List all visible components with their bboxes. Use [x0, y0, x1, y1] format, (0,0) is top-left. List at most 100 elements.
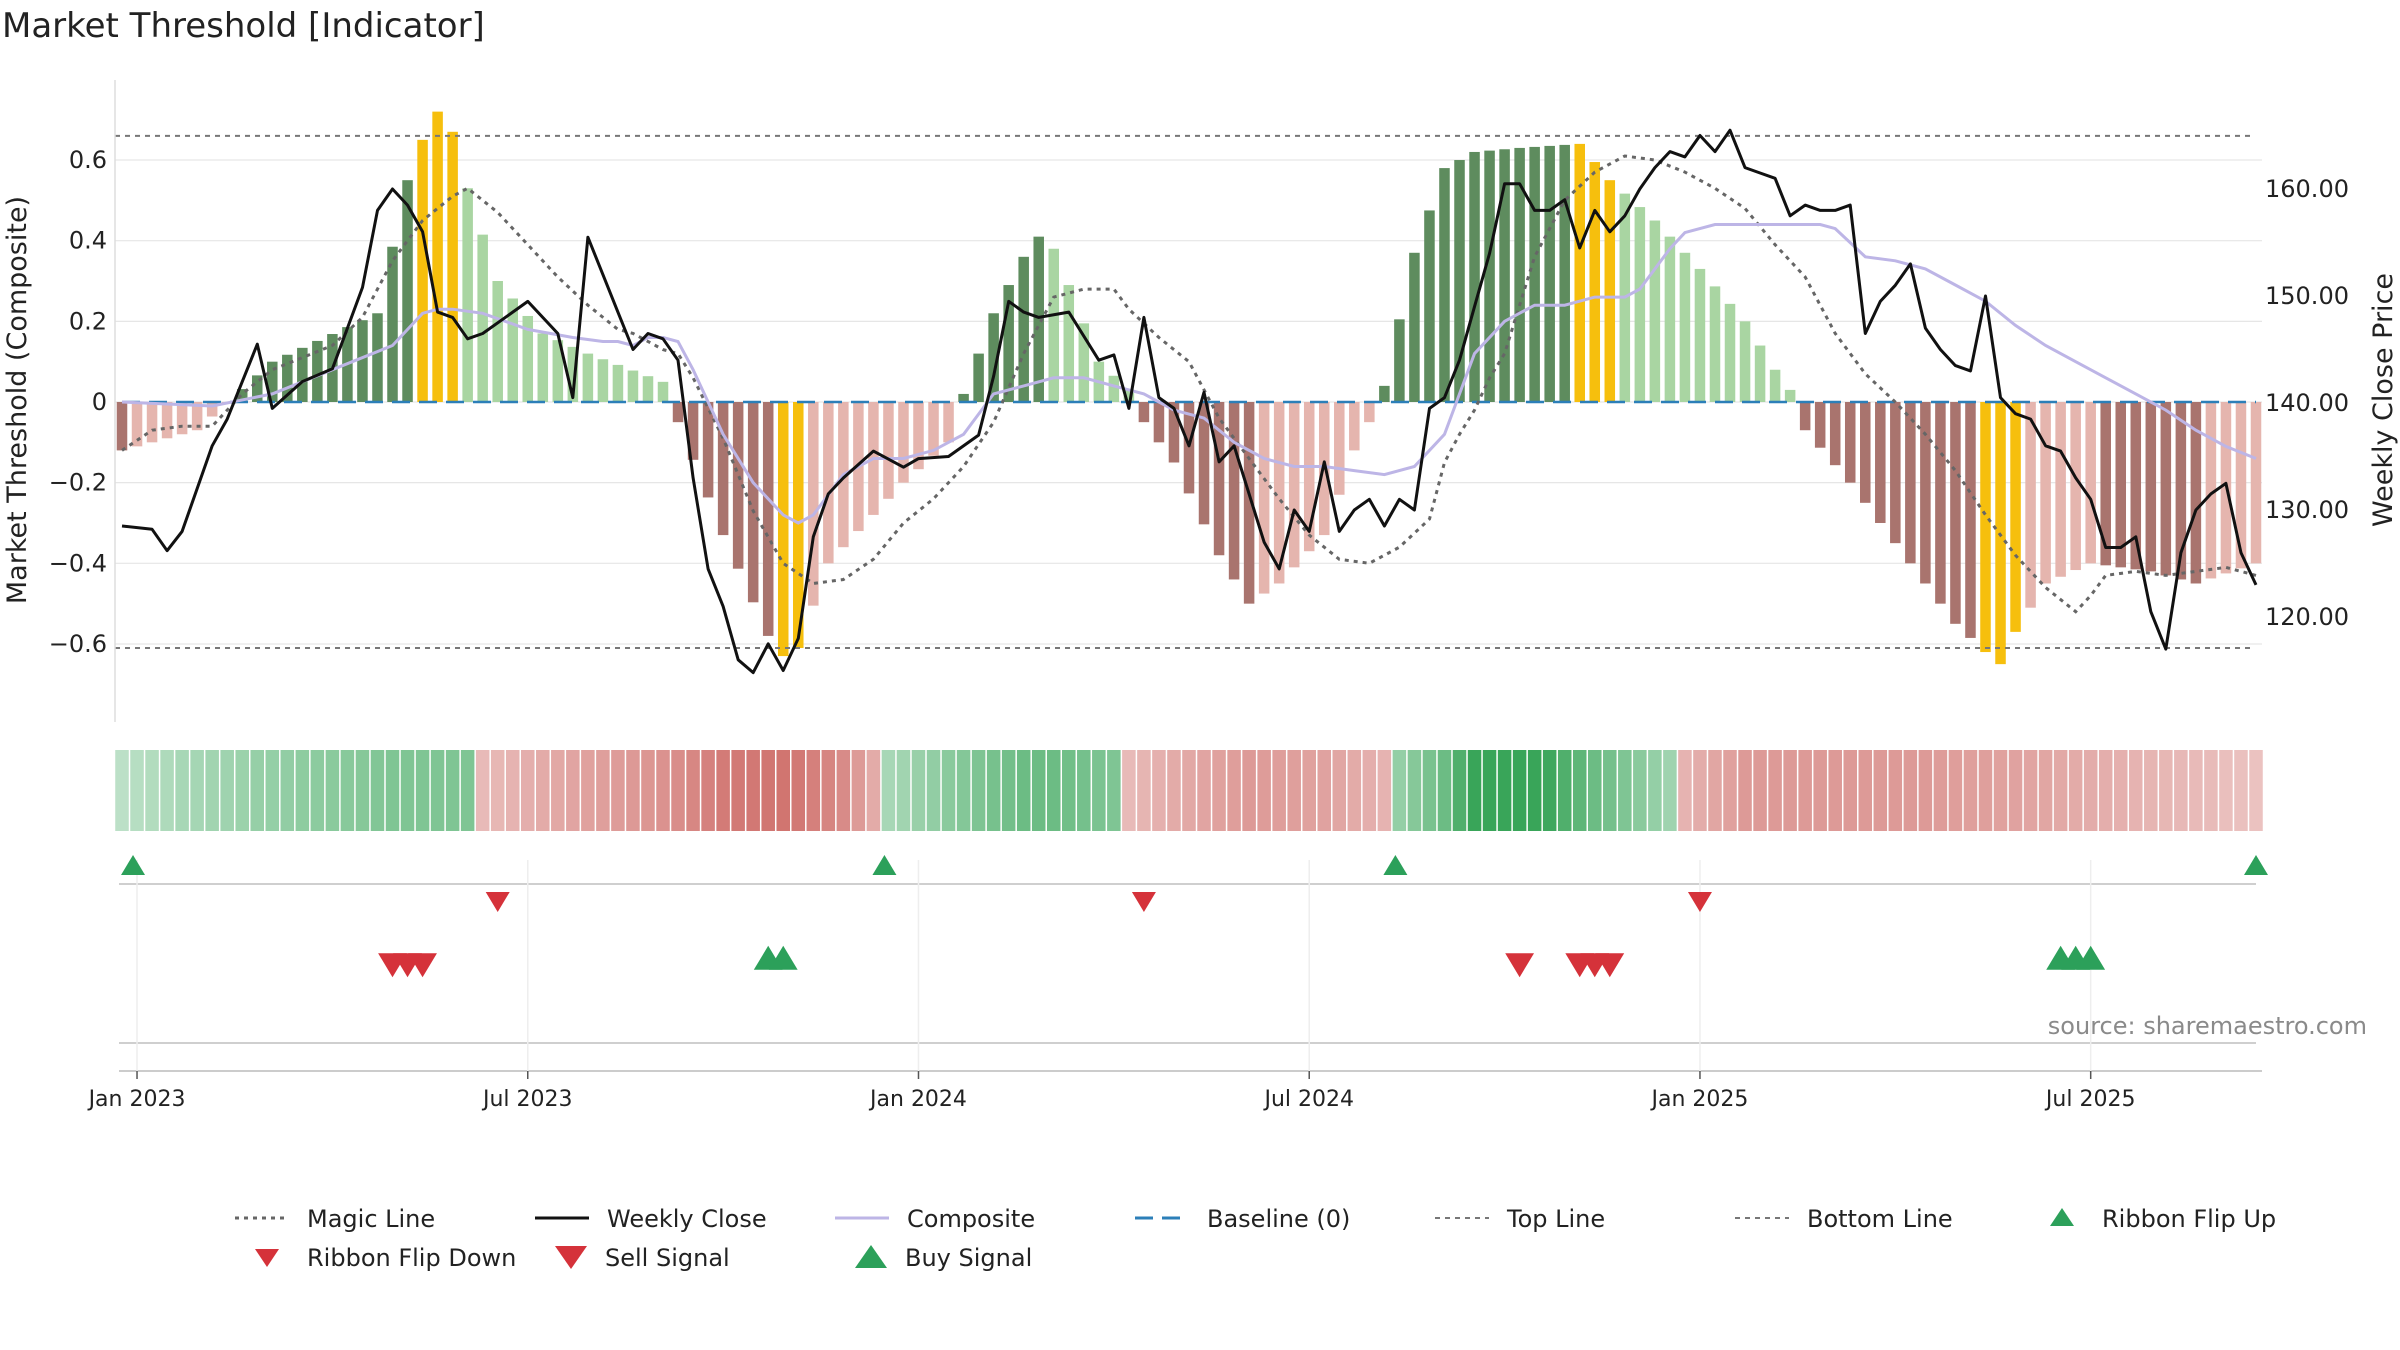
legend-swatch-ribbon-flip-down: [255, 1249, 279, 1267]
composite-bar: [687, 402, 699, 460]
ribbon-cell: [2113, 750, 2128, 831]
y-tick-label: 0: [92, 388, 107, 416]
legend-label: Buy Signal: [905, 1244, 1032, 1272]
ribbon-cell: [1182, 750, 1196, 831]
ribbon-cell: [385, 750, 400, 831]
composite-bar: [1604, 180, 1616, 402]
composite-bar: [2205, 402, 2217, 579]
ribbon-cell: [1422, 750, 1437, 831]
ribbon-cell: [325, 750, 340, 831]
composite-bar: [1709, 286, 1721, 402]
composite-bar: [1018, 256, 1029, 402]
composite-bar: [1198, 402, 1210, 525]
ribbon-cell: [505, 750, 520, 831]
composite-bar: [297, 347, 308, 402]
composite-bar: [447, 131, 458, 402]
legend-label: Sell Signal: [605, 1244, 730, 1272]
composite-bar: [597, 359, 609, 402]
ribbon-cell: [536, 750, 550, 831]
ribbon-cell: [1452, 750, 1467, 831]
ribbon-cell: [310, 750, 325, 831]
composite-bar: [477, 234, 488, 402]
composite-bar: [657, 381, 669, 402]
ribbon-cell: [941, 750, 956, 831]
composite-bar: [206, 402, 218, 417]
legend-item: Sell Signal: [555, 1244, 730, 1272]
ribbon-flip-down-marker: [1687, 892, 1712, 912]
ribbon-cell: [1843, 750, 1858, 831]
ribbon-cell: [1512, 750, 1527, 831]
composite-bar: [1844, 402, 1856, 483]
ribbon-cell: [340, 750, 355, 831]
ribbon-cell: [1888, 750, 1903, 831]
composite-bar: [402, 180, 413, 402]
composite-bar: [1965, 402, 1976, 638]
composite-bar: [1920, 402, 1931, 584]
buy-signal-marker: [2076, 945, 2106, 970]
composite-bar: [1860, 402, 1871, 503]
ribbon-cell: [566, 750, 580, 831]
legend-label: Composite: [907, 1205, 1035, 1233]
ribbon-cell: [836, 750, 851, 831]
composite-bar: [1769, 369, 1781, 402]
ribbon-cell: [611, 750, 625, 831]
composite-bar: [507, 298, 518, 402]
composite-bar: [1499, 149, 1510, 402]
ribbon-cell: [1302, 750, 1316, 831]
ribbon-cell: [656, 750, 670, 831]
legend-item: Top Line: [1435, 1205, 1605, 1233]
sell-signal-marker: [1595, 953, 1625, 978]
ribbon-cell: [250, 750, 265, 831]
composite-bar: [1694, 268, 1706, 402]
composite-bar: [1454, 160, 1465, 402]
composite-bar: [417, 139, 428, 403]
ribbon-cell: [1016, 750, 1031, 831]
ribbon-cell: [1077, 750, 1091, 831]
ribbon-cell: [2053, 750, 2068, 831]
ribbon-cell: [956, 750, 971, 831]
composite-bar: [1980, 402, 1991, 653]
ribbon-cell: [1798, 750, 1812, 831]
ribbon-cell: [2189, 750, 2203, 831]
x-tick-label: Jan 2023: [87, 1087, 186, 1112]
legend-swatch-sell-signal: [555, 1246, 587, 1269]
composite-bar: [1409, 252, 1420, 402]
ribbon-cell: [746, 750, 760, 831]
ribbon-cell: [1542, 750, 1557, 831]
legend-item: Magic Line: [235, 1205, 435, 1233]
y2-tick-label: 150.00: [2265, 282, 2349, 310]
composite-bar: [1153, 402, 1165, 443]
legend-item: Ribbon Flip Up: [2050, 1205, 2276, 1233]
composite-bar: [1754, 345, 1766, 402]
composite-bar: [1469, 151, 1480, 402]
composite-bar: [1634, 207, 1646, 402]
composite-bar: [1168, 402, 1180, 463]
composite-bar: [357, 320, 368, 402]
composite-bar: [793, 402, 804, 649]
composite-bar: [1334, 402, 1345, 495]
ribbon-cell: [1948, 750, 1963, 831]
ribbon-cell: [821, 750, 836, 831]
ribbon-cell: [1978, 750, 1993, 831]
composite-bar: [1514, 147, 1525, 402]
ribbon-flip-up-marker: [121, 855, 146, 875]
composite-bar: [582, 353, 594, 402]
legend-item: Baseline (0): [1135, 1205, 1350, 1233]
ribbon-cell: [2144, 750, 2158, 831]
legend-label: Top Line: [1506, 1205, 1605, 1233]
legend-label: Ribbon Flip Up: [2102, 1205, 2276, 1233]
composite-bar: [1935, 402, 1946, 604]
composite-bar: [1273, 402, 1285, 584]
ribbon-cell: [1963, 750, 1978, 831]
ribbon-cell: [1467, 750, 1482, 831]
ribbon-cell: [1272, 750, 1286, 831]
ribbon-cell: [1227, 750, 1241, 831]
ribbon-cell: [1197, 750, 1211, 831]
composite-bar: [1739, 321, 1751, 402]
composite-bar: [747, 402, 759, 603]
ribbon-cell: [881, 750, 896, 831]
composite-bar: [537, 333, 549, 402]
x-tick-label: Jul 2023: [481, 1087, 573, 1112]
ribbon-cell: [2098, 750, 2113, 831]
